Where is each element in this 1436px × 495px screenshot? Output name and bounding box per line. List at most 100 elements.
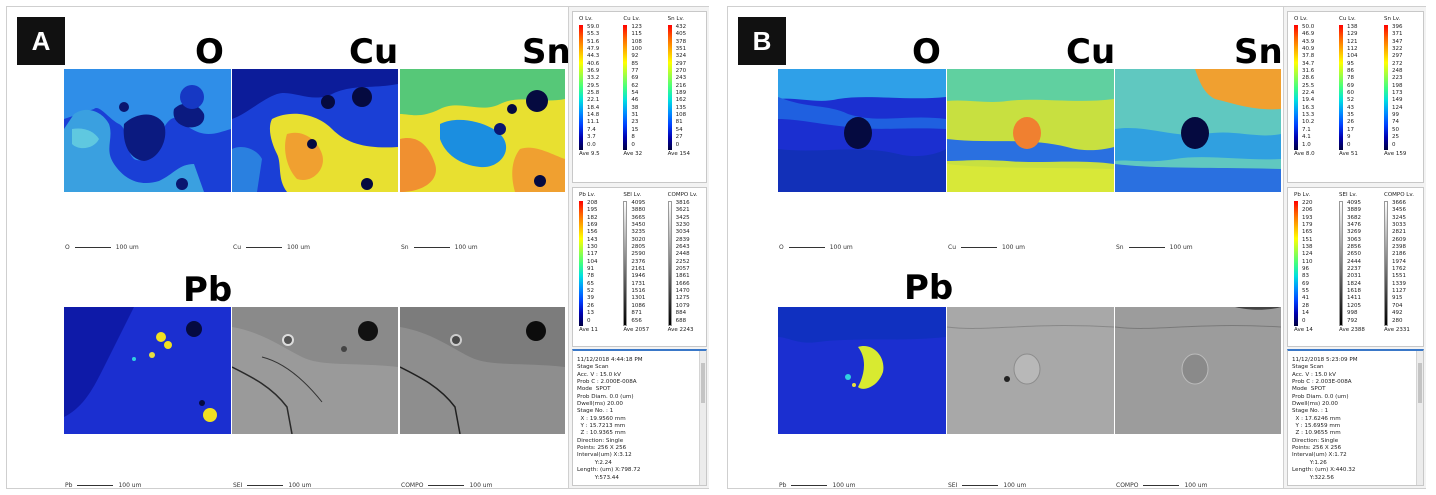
panel-b-label: B — [738, 17, 786, 65]
legend-value: 138 — [1302, 244, 1313, 251]
legend-value: 51.6 — [587, 38, 600, 45]
scale-bar: Cu 100 um — [948, 244, 1026, 251]
info-line: Dwell(ms) 20.00 — [1292, 401, 1338, 408]
legend-value: 33.2 — [587, 75, 600, 82]
info-line: Stage No. : 1 — [577, 408, 614, 415]
legend-value: 43 — [1347, 104, 1354, 111]
info-scrollbar[interactable] — [699, 351, 706, 485]
info-line: Prob C : 2.003E-008A — [1292, 379, 1352, 386]
legend-value: 108 — [631, 38, 642, 45]
legend-value: 92 — [631, 53, 639, 60]
legend-column: Sn Lv. 396 371 347 322 297 272 248 223 198 173 149 1… — [1384, 16, 1423, 178]
legend-column: Pb Lv. 208 195 182 169 156 143 130 117 104 91 78 65 5… — [579, 192, 617, 342]
legend-value: 378 — [675, 38, 687, 45]
legend-header: Cu Lv. — [623, 16, 641, 22]
legend-value: 78 — [1347, 75, 1354, 82]
color-scale-bar — [579, 25, 583, 150]
legend-value: 0 — [675, 141, 680, 148]
legend-value: 149 — [1392, 97, 1403, 104]
legend-value: 0 — [1347, 141, 1351, 148]
legend-sidebar: O Lv. 50.0 46.9 43.9 40.9 37.8 34.7 31.6 28.6 25.… — [1283, 7, 1426, 488]
legend-value: 4095 — [631, 200, 646, 206]
legend-value: 65 — [587, 280, 594, 287]
legend-value: 1861 — [675, 273, 690, 280]
legend-value: 198 — [1392, 82, 1403, 89]
legend-value: 112 — [1347, 46, 1358, 53]
legend-value: 8 — [631, 134, 635, 141]
panel-a-label: A — [17, 17, 65, 65]
legend-value: 69 — [1302, 280, 1309, 287]
legend-value: 2031 — [1347, 273, 1361, 280]
legend-value: 9 — [1347, 134, 1351, 141]
legend-average: Ave 51 — [1339, 150, 1358, 157]
info-line: Y:1.26 — [1292, 459, 1327, 466]
legend-value: 25.5 — [1302, 82, 1315, 89]
legend-value: 40.6 — [587, 60, 600, 67]
legend-value: 432 — [675, 24, 687, 30]
legend-value: 7.4 — [587, 126, 596, 133]
info-line: Prob Diam. 0.0 (um) — [577, 393, 634, 400]
legend-value: 1551 — [1392, 273, 1406, 280]
legend-value: 62 — [631, 82, 639, 89]
legend-value: 18.4 — [587, 104, 600, 111]
panel-b: B O Cu Sn Pb — [727, 6, 1426, 489]
legend-value: 60 — [1347, 90, 1354, 97]
legend-value: 13.3 — [1302, 112, 1315, 119]
legend-value: 95 — [1347, 60, 1354, 67]
legend-value: 248 — [1392, 68, 1403, 75]
legend-value: 104 — [587, 258, 598, 265]
info-line: Mode SPOT — [577, 386, 611, 393]
legend-value: 3450 — [631, 222, 646, 229]
legend-value: 884 — [675, 310, 687, 317]
legend-header: Pb Lv. — [1294, 192, 1311, 198]
legend-value: 96 — [1302, 266, 1309, 273]
legend-value: 3020 — [631, 236, 646, 243]
cu-element-map — [232, 69, 398, 192]
legend-value: 1470 — [675, 288, 690, 295]
legend-column: COMPO Lv. 3666 3456 3245 3033 2821 2609 2398 218… — [1384, 192, 1423, 342]
scale-bar: SEI 100 um — [948, 482, 1027, 489]
legend-value: 371 — [1392, 31, 1403, 38]
legend-value: 3682 — [1347, 214, 1361, 221]
legend-value: 83 — [1302, 273, 1309, 280]
legend-value: 173 — [1392, 90, 1403, 97]
color-scale-bar — [667, 201, 672, 326]
sn-element-map — [1115, 69, 1281, 192]
legend-value: 1762 — [1392, 266, 1406, 273]
legend-value: 38 — [631, 104, 639, 111]
legend-value: 243 — [675, 75, 687, 82]
legend-value: 35 — [1347, 112, 1354, 119]
legend-column: O Lv. 50.0 46.9 43.9 40.9 37.8 34.7 31.6 28.6 25.… — [1294, 16, 1333, 178]
info-scrollbar[interactable] — [1416, 351, 1423, 485]
legend-value: 0 — [631, 141, 635, 148]
legend-value: 14 — [1302, 310, 1309, 317]
legend-column: Cu Lv. 138 129 121 112 104 95 86 78 69 60 52 43 35 26 1… — [1339, 16, 1378, 178]
legend-value: 165 — [1302, 229, 1313, 236]
legend-average: Ave 9.5 — [579, 150, 600, 157]
info-line: Points: 256 X 256 — [577, 445, 627, 452]
sei-image — [947, 307, 1114, 434]
legend-value: 52 — [587, 288, 594, 295]
color-scale-bar — [1294, 201, 1298, 326]
o-element-map — [778, 69, 946, 192]
legend-value: 117 — [587, 251, 598, 258]
legend-value: 3456 — [1392, 207, 1406, 214]
legend-value: 1666 — [675, 280, 690, 287]
legend-value: 0 — [1302, 317, 1306, 324]
info-line: Stage Scan — [577, 364, 609, 371]
legend-value: 55.3 — [587, 31, 600, 38]
legend-box-bottom: Pb Lv. 220 206 193 179 165 151 138 124 110 96 83 69 5… — [1287, 187, 1424, 347]
legend-value: 2643 — [675, 244, 690, 251]
legend-header: SEI Lv. — [1339, 192, 1357, 198]
legend-value: 130 — [587, 244, 598, 251]
legend-box-top: O Lv. 59.0 55.3 51.6 47.9 44.3 40.6 36.9 33.2 29.… — [572, 11, 707, 183]
legend-average: Ave 11 — [579, 326, 598, 333]
legend-value: 915 — [1392, 295, 1403, 302]
legend-value: 3666 — [1392, 200, 1406, 206]
legend-value: 272 — [1392, 60, 1403, 67]
info-line: Y:573.44 — [577, 474, 619, 481]
info-line: Mode SPOT — [1292, 386, 1326, 393]
legend-value: 220 — [1302, 200, 1313, 206]
color-scale-bar — [1384, 201, 1388, 326]
legend-value: 46 — [631, 97, 639, 104]
